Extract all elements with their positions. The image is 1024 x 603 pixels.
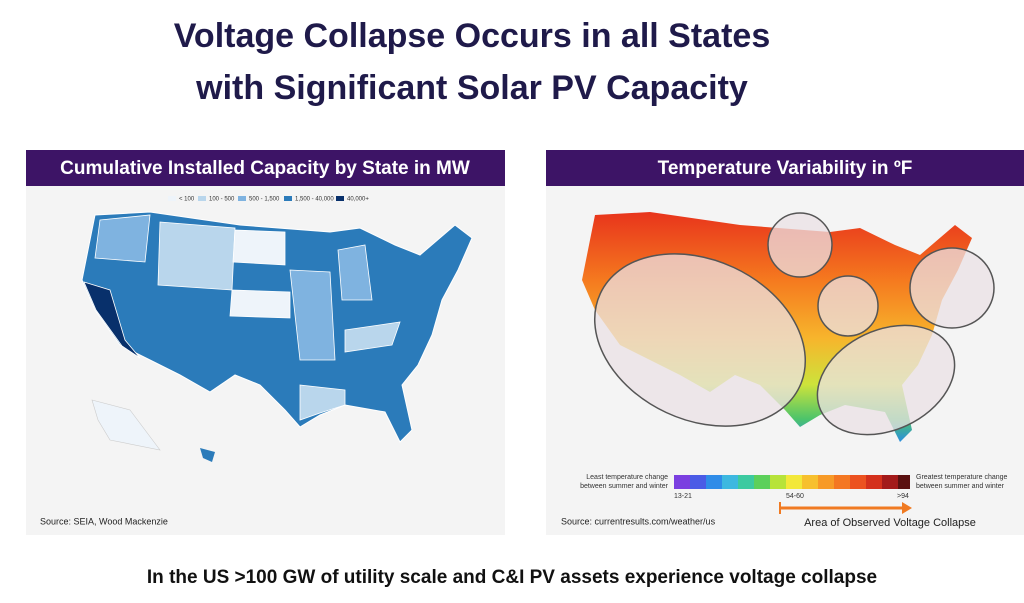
- legend-note: Greatest temperature change between summe…: [916, 474, 1008, 490]
- title-line: Voltage Collapse Occurs in all States: [174, 17, 770, 55]
- legend-swatch: [238, 196, 246, 201]
- panel-header: [546, 150, 1024, 186]
- scale-label: 13-21: [674, 493, 692, 500]
- color-scale: [674, 475, 910, 489]
- legend: < 100 100 - 500 500 - 1,500 1,500 - 40,0…: [168, 196, 369, 203]
- footer: In the US >100 GW of utility scale and C…: [147, 567, 877, 588]
- scale-label: >94: [897, 493, 909, 500]
- legend-label: 1,500 - 40,000: [295, 197, 334, 203]
- panel-header: [26, 150, 505, 186]
- legend-swatch: [336, 196, 344, 201]
- panel-title: Cumulative Installed Capacity by State i…: [60, 158, 470, 179]
- us-capacity-map: [81, 211, 473, 462]
- legend-label: < 100: [179, 197, 195, 203]
- source: Source: currentresults.com/weather/us: [561, 516, 716, 526]
- us-temperature-map: [582, 212, 995, 442]
- panel-title: Temperature Variability in ºF: [658, 158, 913, 179]
- legend-label: 100 - 500: [209, 197, 235, 203]
- legend-note: Least temperature change between summer a…: [580, 474, 669, 490]
- range-arrow: [779, 502, 912, 514]
- source: Source: SEIA, Wood Mackenzie: [40, 516, 168, 526]
- title-line: with Significant Solar PV Capacity: [195, 69, 748, 107]
- annotation: Area of Observed Voltage Collapse: [804, 517, 976, 529]
- legend-label: 40,000+: [347, 197, 369, 203]
- legend-swatch: [168, 196, 176, 201]
- scale-label: 54-60: [786, 493, 804, 500]
- legend-swatch: [198, 196, 206, 201]
- legend-swatch: [284, 196, 292, 201]
- legend-label: 500 - 1,500: [249, 197, 280, 203]
